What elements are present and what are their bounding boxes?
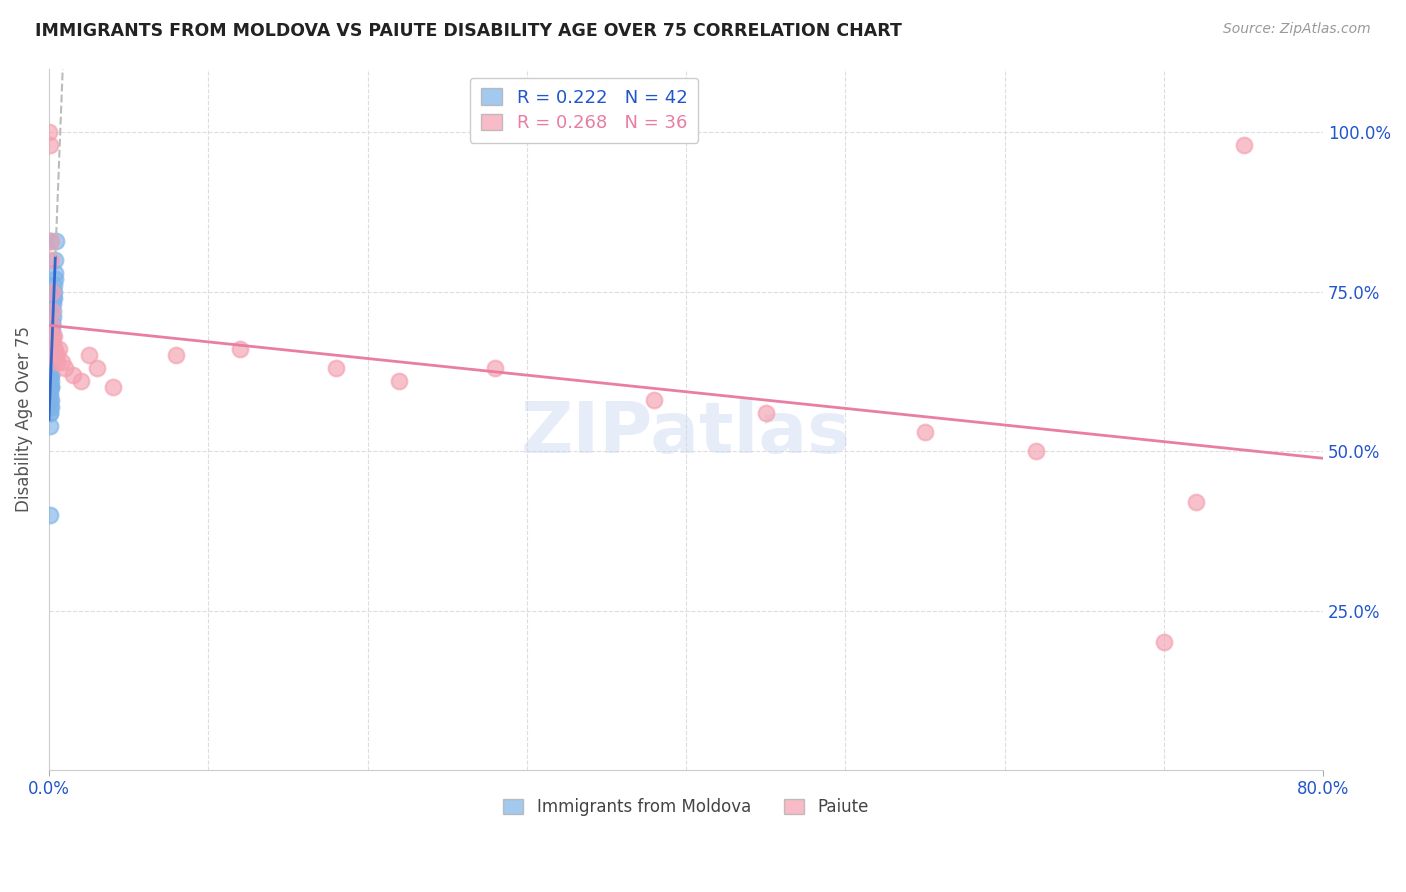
Point xyxy=(41,342,63,356)
Point xyxy=(77,349,100,363)
Point xyxy=(38,418,60,433)
Point xyxy=(38,125,60,139)
Point xyxy=(38,386,60,401)
Point xyxy=(42,291,65,305)
Point xyxy=(42,297,65,311)
Point xyxy=(1232,138,1254,153)
Point xyxy=(42,329,65,343)
Point xyxy=(39,368,62,382)
Text: ZIPatlas: ZIPatlas xyxy=(522,399,851,467)
Point xyxy=(41,252,63,267)
Point xyxy=(229,342,252,356)
Point xyxy=(41,285,63,299)
Point xyxy=(39,386,62,401)
Point xyxy=(39,234,62,248)
Point xyxy=(45,355,67,369)
Point xyxy=(101,380,124,394)
Point xyxy=(388,374,411,388)
Point xyxy=(39,380,62,394)
Point xyxy=(41,342,63,356)
Point xyxy=(755,406,778,420)
Point xyxy=(39,406,62,420)
Point xyxy=(41,329,63,343)
Point xyxy=(41,329,63,343)
Point xyxy=(44,349,66,363)
Point xyxy=(53,361,76,376)
Text: Source: ZipAtlas.com: Source: ZipAtlas.com xyxy=(1223,22,1371,37)
Point xyxy=(39,361,62,376)
Text: IMMIGRANTS FROM MOLDOVA VS PAIUTE DISABILITY AGE OVER 75 CORRELATION CHART: IMMIGRANTS FROM MOLDOVA VS PAIUTE DISABI… xyxy=(35,22,903,40)
Point xyxy=(42,303,65,318)
Y-axis label: Disability Age Over 75: Disability Age Over 75 xyxy=(15,326,32,512)
Point xyxy=(42,342,65,356)
Point xyxy=(44,252,66,267)
Point xyxy=(484,361,506,376)
Point xyxy=(69,374,91,388)
Point xyxy=(42,335,65,350)
Point xyxy=(39,508,62,522)
Point xyxy=(1153,635,1175,649)
Point xyxy=(41,303,63,318)
Point xyxy=(39,380,62,394)
Point xyxy=(39,368,62,382)
Point xyxy=(41,329,63,343)
Point xyxy=(39,355,62,369)
Point xyxy=(48,342,70,356)
Point xyxy=(39,393,62,408)
Point xyxy=(38,400,60,414)
Point xyxy=(39,317,62,331)
Point xyxy=(165,349,187,363)
Point xyxy=(643,393,665,408)
Point xyxy=(39,368,62,382)
Point xyxy=(39,349,62,363)
Point xyxy=(39,400,62,414)
Point xyxy=(39,380,62,394)
Point xyxy=(39,380,62,394)
Point xyxy=(1184,495,1206,509)
Point xyxy=(41,323,63,337)
Point xyxy=(42,291,65,305)
Point xyxy=(86,361,108,376)
Point xyxy=(41,317,63,331)
Point xyxy=(41,317,63,331)
Legend: Immigrants from Moldova, Paiute: Immigrants from Moldova, Paiute xyxy=(495,790,877,825)
Point xyxy=(45,234,67,248)
Point xyxy=(62,368,84,382)
Point xyxy=(45,349,67,363)
Point xyxy=(51,355,73,369)
Point xyxy=(39,138,62,153)
Point xyxy=(914,425,936,439)
Point xyxy=(39,374,62,388)
Point xyxy=(41,329,63,343)
Point xyxy=(41,310,63,325)
Point xyxy=(42,285,65,299)
Point xyxy=(38,400,60,414)
Point xyxy=(41,335,63,350)
Point xyxy=(325,361,347,376)
Point xyxy=(44,272,66,286)
Point xyxy=(44,342,66,356)
Point xyxy=(39,393,62,408)
Point xyxy=(44,266,66,280)
Point xyxy=(38,234,60,248)
Point xyxy=(44,278,66,293)
Point xyxy=(1025,444,1047,458)
Point xyxy=(38,406,60,420)
